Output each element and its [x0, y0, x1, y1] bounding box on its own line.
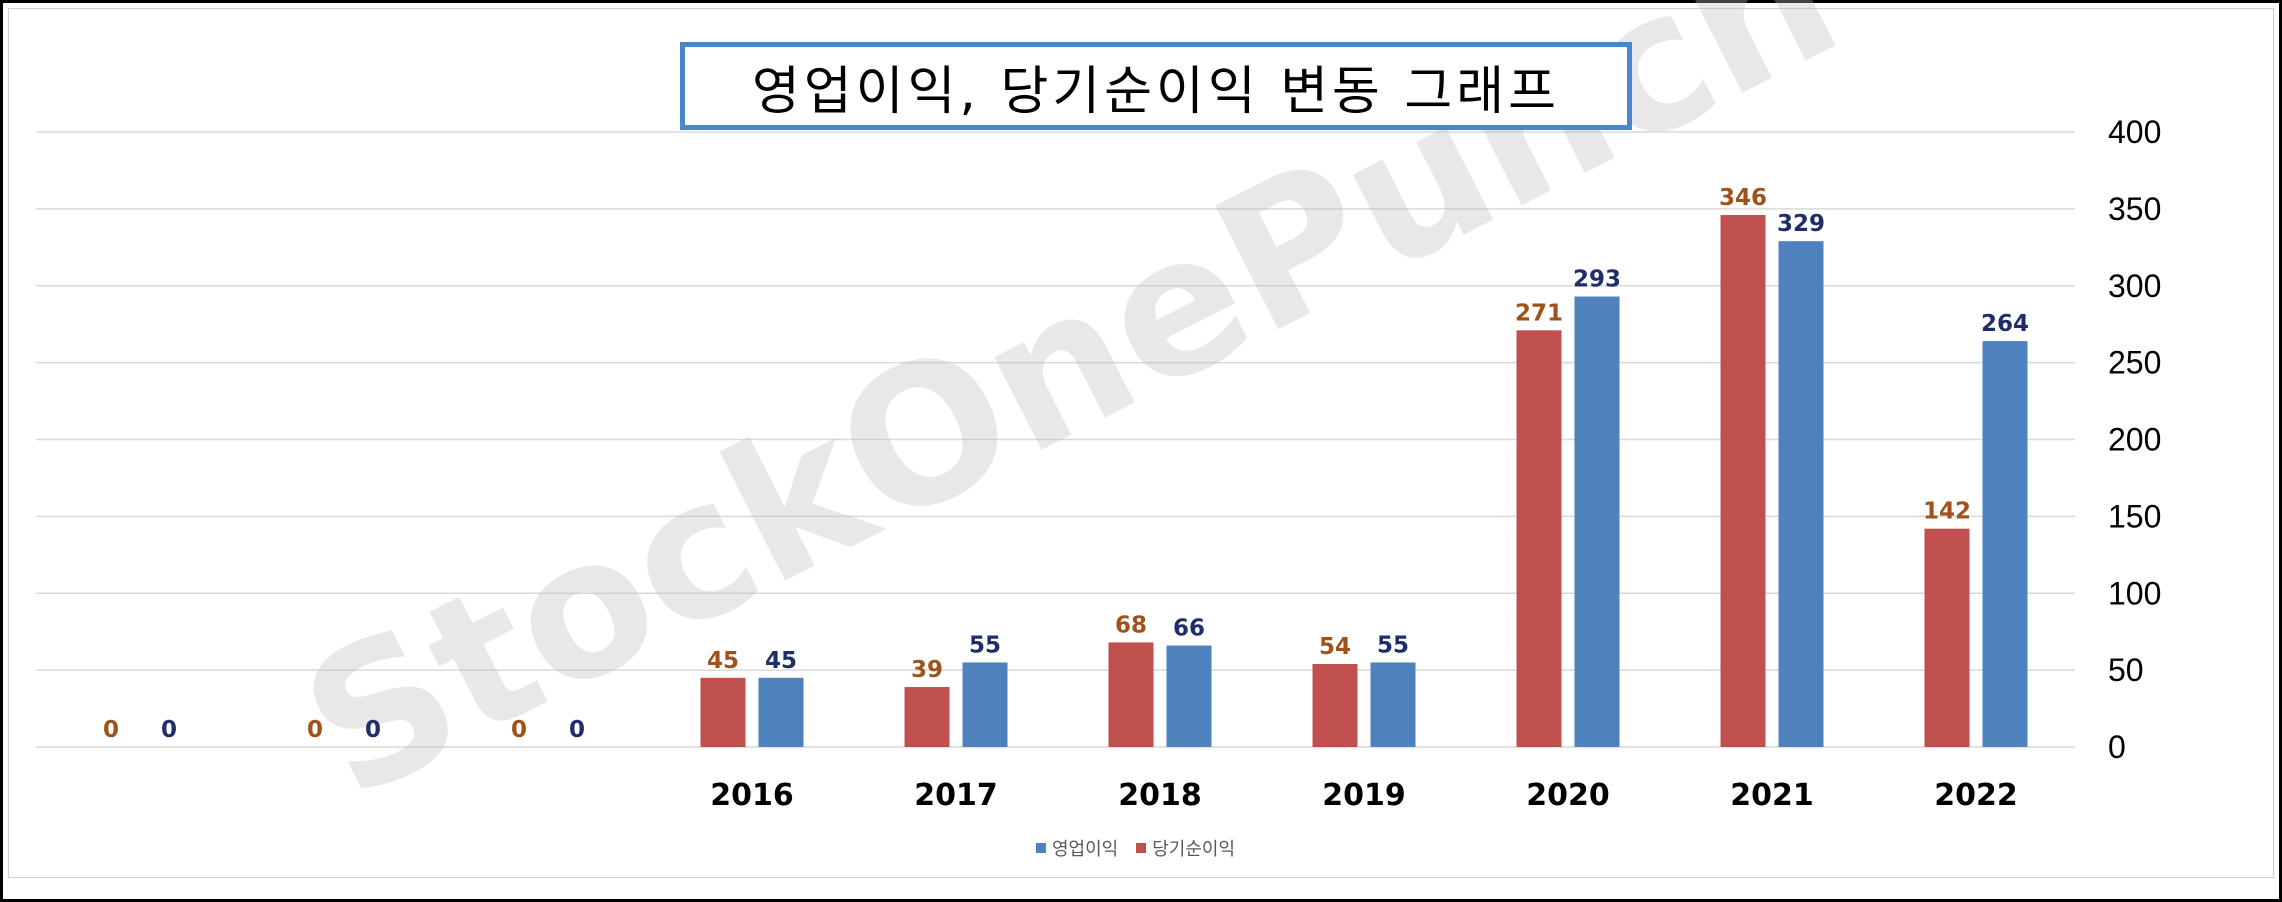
x-tick-label: 2021: [1730, 778, 1814, 813]
data-label: 45: [765, 648, 797, 674]
chart-title: 영업이익, 당기순이익 변동 그래프: [752, 61, 1560, 122]
data-label: 142: [1923, 499, 1971, 525]
data-label: 55: [1377, 632, 1409, 658]
x-tick-label: 2016: [710, 778, 794, 813]
x-tick-label: 2019: [1322, 778, 1406, 813]
bar: [700, 677, 746, 747]
data-label: 0: [307, 717, 323, 743]
data-label: 0: [103, 717, 119, 743]
data-label: 45: [707, 648, 739, 674]
x-tick-label: 2017: [914, 778, 998, 813]
y-tick-label: 50: [2108, 652, 2144, 688]
bar: [758, 677, 804, 747]
bar: [1166, 645, 1212, 747]
y-tick-label: 350: [2108, 191, 2161, 227]
data-label: 346: [1719, 185, 1767, 211]
data-label: 0: [161, 717, 177, 743]
legend-item: 영업이익: [1036, 835, 1118, 861]
data-label: 0: [365, 717, 381, 743]
bars: [700, 215, 2028, 747]
data-label: 293: [1573, 267, 1621, 293]
x-tick-label: 2018: [1118, 778, 1202, 813]
bar: [1924, 528, 1970, 747]
bar: [904, 687, 950, 747]
chart-area: [8, 8, 2274, 878]
legend-item: 당기순이익: [1136, 835, 1235, 861]
data-label: 329: [1777, 211, 1825, 237]
data-label: 271: [1515, 300, 1563, 326]
y-tick-label: 100: [2108, 575, 2161, 611]
x-tick-label: 2020: [1526, 778, 1610, 813]
bar: [1108, 642, 1154, 747]
bar: [1720, 215, 1766, 747]
y-axis-ticks: 0 50 100 150 200 250 300 350 400: [2108, 114, 2161, 765]
y-tick-label: 200: [2108, 422, 2161, 458]
legend-swatch: [1136, 843, 1147, 853]
data-label: 68: [1115, 612, 1147, 638]
data-label: 66: [1173, 616, 1205, 642]
y-tick-label: 150: [2108, 498, 2161, 534]
data-label: 54: [1319, 634, 1351, 660]
x-axis-ticks: 2016 2017 2018 2019 2020 2021 2022: [710, 778, 2018, 813]
legend-label: 영업이익: [1052, 839, 1119, 860]
data-label: 55: [969, 632, 1001, 658]
legend-swatch: [1036, 843, 1046, 853]
bar: [962, 662, 1008, 747]
data-label: 0: [511, 717, 527, 743]
data-label: 264: [1981, 311, 2029, 337]
bar: [1778, 241, 1824, 747]
x-tick-label: 2022: [1934, 778, 2018, 813]
data-label: 0: [569, 717, 585, 743]
bar: [1370, 662, 1416, 747]
y-tick-label: 0: [2108, 729, 2126, 765]
bar: [1516, 330, 1562, 747]
chart-title-box: 영업이익, 당기순이익 변동 그래프: [680, 42, 1632, 130]
bar: [1982, 341, 2028, 747]
y-tick-label: 250: [2108, 345, 2161, 381]
data-label: 39: [911, 657, 943, 683]
bar: [1312, 663, 1358, 747]
bar: [1574, 296, 1620, 747]
legend-label: 당기순이익: [1152, 839, 1236, 860]
y-tick-label: 300: [2108, 268, 2161, 304]
legend: 영업이익 당기순이익: [1036, 835, 1235, 861]
data-labels: 0 0 0 0 0 0 45 45 39 55 68 66 54 55 271 293 346 329 142 264: [103, 185, 2029, 743]
y-tick-label: 400: [2108, 114, 2161, 150]
